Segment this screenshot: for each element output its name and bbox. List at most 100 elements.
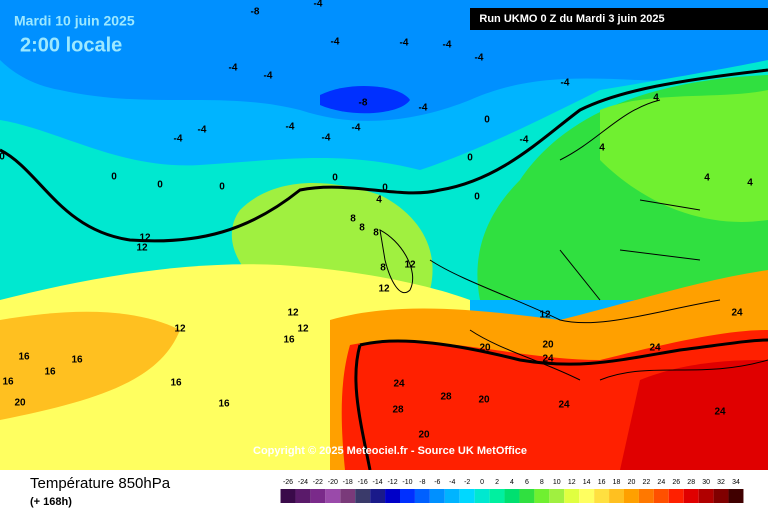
scale-label: 28 xyxy=(687,479,695,486)
scale-swatch xyxy=(370,489,386,503)
scale-swatch xyxy=(698,489,714,503)
scale-swatch xyxy=(325,489,341,503)
scale-swatch xyxy=(624,489,639,503)
scale-swatch xyxy=(683,489,699,503)
time-label: 2:00 locale xyxy=(20,34,122,56)
contour-label: 0 xyxy=(0,152,5,163)
scale-swatch xyxy=(519,489,535,503)
scale-label: 20 xyxy=(628,479,636,486)
scale-label: 14 xyxy=(583,479,591,486)
scale-label: -12 xyxy=(387,479,397,486)
contour-label: 20 xyxy=(542,340,554,351)
scale-label: 10 xyxy=(553,479,561,486)
contour-label: -4 xyxy=(419,103,428,114)
scale-swatch xyxy=(310,489,326,503)
scale-label: -2 xyxy=(464,479,470,486)
contour-label: -4 xyxy=(352,123,361,134)
scale-swatch xyxy=(564,489,580,503)
scale-label: -16 xyxy=(358,479,368,486)
scale-label: -26 xyxy=(283,479,293,486)
contour-label: 0 xyxy=(467,153,473,164)
contour-label: -8 xyxy=(251,7,260,18)
contour-label: -4 xyxy=(314,0,323,10)
contour-label: 0 xyxy=(382,183,388,194)
contour-label: 20 xyxy=(478,395,490,406)
scale-label: 18 xyxy=(613,479,621,486)
scale-label: 30 xyxy=(702,479,710,486)
scale-swatch xyxy=(429,489,445,503)
contour-label: 28 xyxy=(440,392,452,403)
scale-swatch xyxy=(340,489,356,503)
contour-label: -4 xyxy=(322,133,331,144)
scale-label: -20 xyxy=(328,479,338,486)
contour-label: -4 xyxy=(331,37,340,48)
contour-label: 0 xyxy=(219,182,225,193)
contour-label: 24 xyxy=(714,407,726,418)
contour-label: 0 xyxy=(157,180,163,191)
scale-swatch xyxy=(549,489,565,503)
scale-label: 6 xyxy=(525,479,529,486)
scale-swatch xyxy=(385,489,400,503)
contour-label: 4 xyxy=(376,195,382,206)
scale-label: 0 xyxy=(480,479,484,486)
scale-swatch xyxy=(653,489,669,503)
contour-label: 4 xyxy=(704,173,710,184)
run-label: Run UKMO 0 Z du Mardi 3 juin 2025 xyxy=(479,13,664,25)
contour-label: 8 xyxy=(359,223,365,234)
scale-swatch xyxy=(579,489,595,503)
scale-swatch xyxy=(638,489,654,503)
contour-label: 16 xyxy=(170,378,182,389)
scale-swatch xyxy=(355,489,371,503)
scale-swatch xyxy=(444,489,460,503)
contour-label: 16 xyxy=(218,399,230,410)
contour-label: 0 xyxy=(484,115,490,126)
scale-swatch xyxy=(534,489,550,503)
date-label: Mardi 10 juin 2025 xyxy=(14,13,135,29)
scale-label: -4 xyxy=(449,479,455,486)
contour-label: 24 xyxy=(649,343,661,354)
contour-label: -4 xyxy=(229,63,238,74)
scale-label: 8 xyxy=(540,479,544,486)
footer-title: Température 850hPa xyxy=(30,475,171,492)
contour-label: 20 xyxy=(14,398,26,409)
scale-label: -14 xyxy=(373,479,383,486)
contour-label: 12 xyxy=(378,284,390,295)
scale-swatch xyxy=(668,489,684,503)
contour-label: 24 xyxy=(558,400,570,411)
map-field xyxy=(0,0,768,471)
scale-swatch xyxy=(414,489,430,503)
contour-label: -4 xyxy=(198,125,207,136)
contour-label: 16 xyxy=(71,355,83,366)
scale-swatch xyxy=(474,489,490,503)
scale-swatch xyxy=(594,489,610,503)
scale-label: 26 xyxy=(672,479,680,486)
contour-label: 24 xyxy=(542,354,554,365)
contour-labels: -8 -4 -4 -4 -4 -4 -4 -4 -8 -4 -4 -4 -4 -4 -4 -4 -4 0 0 0 0 0 0… xyxy=(0,0,753,441)
scale-swatch xyxy=(400,489,415,503)
contour-label: -8 xyxy=(359,98,368,109)
scale-label: -24 xyxy=(298,479,308,486)
contour-label: 8 xyxy=(350,214,356,225)
contour-label: 8 xyxy=(373,228,379,239)
contour-label: 16 xyxy=(283,335,295,346)
contour-label: 28 xyxy=(392,405,404,416)
scale-label: -6 xyxy=(434,479,440,486)
contour-label: 0 xyxy=(474,192,480,203)
contour-label: -4 xyxy=(443,40,452,51)
scale-label: -8 xyxy=(419,479,425,486)
contour-label: 16 xyxy=(2,377,14,388)
contour-label: 12 xyxy=(539,310,551,321)
contour-label: -4 xyxy=(174,134,183,145)
footer-lead: (+ 168h) xyxy=(30,496,72,508)
scale-label: 32 xyxy=(717,479,725,486)
contour-label: 12 xyxy=(404,260,416,271)
scale-swatch xyxy=(728,489,744,503)
contour-label: 16 xyxy=(44,367,56,378)
contour-label: -4 xyxy=(561,78,570,89)
scale-swatch xyxy=(280,489,296,503)
scale-swatch xyxy=(489,489,505,503)
scale-label: -18 xyxy=(343,479,353,486)
contour-label: 8 xyxy=(380,263,386,274)
contour-label: -4 xyxy=(400,38,409,49)
